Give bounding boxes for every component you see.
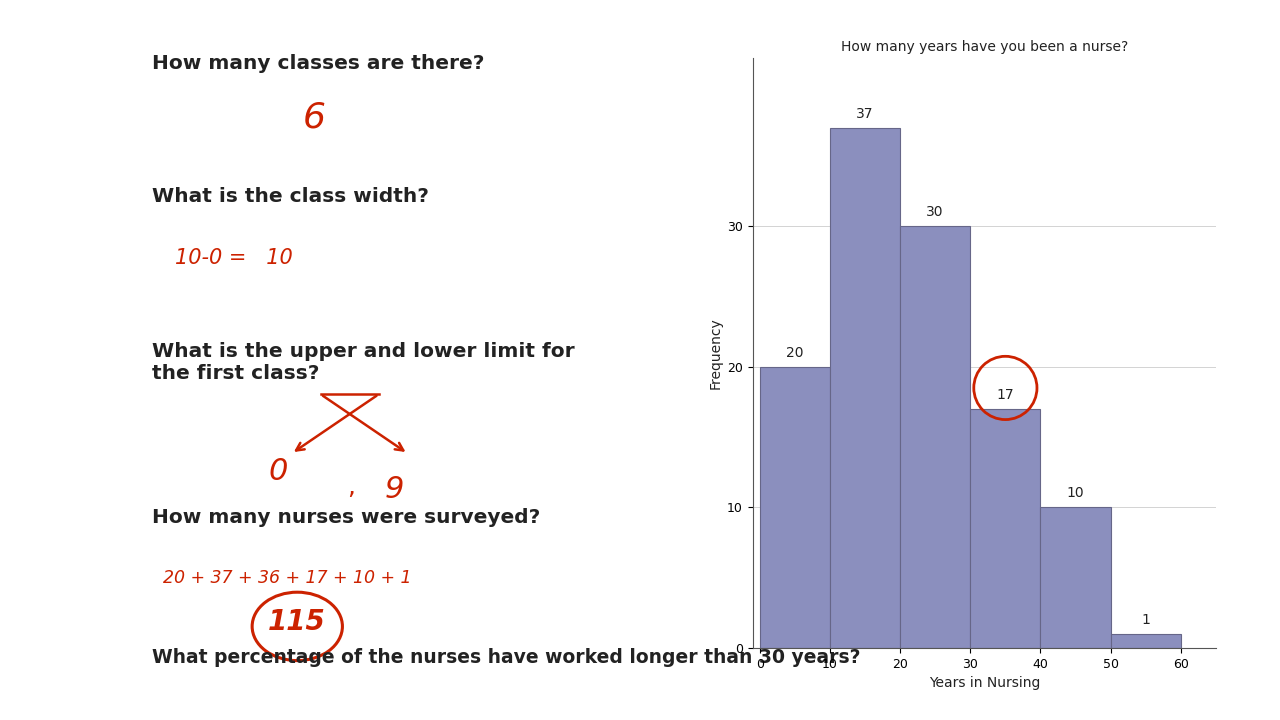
Y-axis label: Frequency: Frequency [709, 317, 723, 389]
Bar [829, 128, 900, 648]
Bar [900, 226, 970, 648]
Text: How many classes are there?: How many classes are there? [152, 54, 484, 73]
Bar [970, 409, 1041, 648]
Title: How many years have you been a nurse?: How many years have you been a nurse? [841, 40, 1128, 54]
Text: What is the upper and lower limit for
the first class?: What is the upper and lower limit for th… [152, 342, 575, 383]
Text: 30: 30 [927, 205, 943, 220]
Text: 17: 17 [997, 388, 1014, 402]
Bar [1041, 508, 1111, 648]
Text: ,: , [347, 475, 355, 499]
Text: 1: 1 [1142, 613, 1151, 627]
Text: 20: 20 [786, 346, 804, 360]
Text: 10-0 =   10: 10-0 = 10 [175, 248, 293, 269]
Bar [759, 367, 829, 648]
X-axis label: Years in Nursing: Years in Nursing [928, 676, 1041, 690]
Text: 115: 115 [269, 608, 326, 636]
Text: 0: 0 [269, 457, 288, 486]
Text: 6: 6 [303, 101, 326, 135]
Text: 9: 9 [385, 475, 404, 504]
Text: What percentage of the nurses have worked longer than 30 years?: What percentage of the nurses have worke… [152, 648, 860, 667]
Bar [1111, 634, 1181, 648]
Text: How many nurses were surveyed?: How many nurses were surveyed? [152, 508, 540, 526]
Text: 20 + 37 + 36 + 17 + 10 + 1: 20 + 37 + 36 + 17 + 10 + 1 [164, 569, 412, 587]
Text: 10: 10 [1066, 487, 1084, 500]
Text: 37: 37 [856, 107, 874, 121]
Text: What is the class width?: What is the class width? [152, 187, 429, 206]
